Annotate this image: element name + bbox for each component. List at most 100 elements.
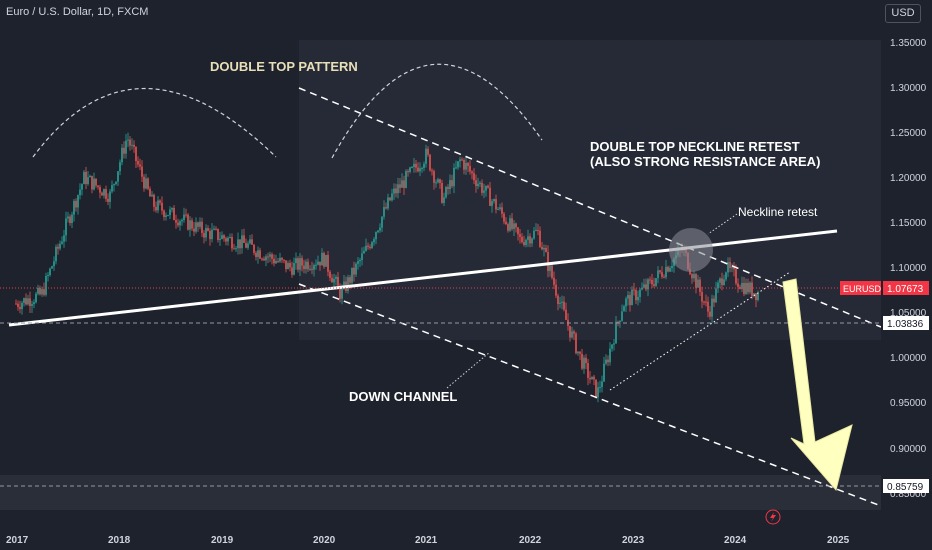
- time-tick: 2021: [415, 535, 438, 546]
- candle-body: [739, 286, 741, 289]
- candle-body: [553, 277, 555, 285]
- candle-body: [629, 295, 631, 306]
- candle-body: [131, 144, 133, 146]
- candle-body: [101, 192, 103, 196]
- candle-body: [119, 162, 121, 172]
- candle-body: [563, 301, 565, 310]
- candle-body: [163, 210, 165, 218]
- candle-body: [297, 258, 299, 270]
- candle-body: [121, 147, 123, 163]
- candle-body: [47, 275, 49, 277]
- support-zone: [0, 475, 881, 510]
- candle-body: [735, 269, 737, 284]
- candle-body: [715, 288, 717, 303]
- candle-body: [583, 357, 585, 369]
- candle-body: [343, 281, 345, 289]
- candle-body: [305, 261, 307, 270]
- candle-body: [369, 246, 371, 248]
- candle-body: [533, 230, 535, 239]
- candle-body: [531, 238, 533, 244]
- candle-body: [447, 187, 449, 190]
- candle-body: [133, 144, 135, 147]
- candle-body: [109, 191, 111, 202]
- candle-body: [443, 197, 445, 203]
- price-tick: 1.00000: [890, 353, 927, 364]
- currency-button[interactable]: USD: [885, 4, 921, 23]
- candle-body: [445, 187, 447, 198]
- candle-body: [517, 227, 519, 235]
- candle-body: [511, 218, 513, 229]
- candle-body: [87, 177, 89, 185]
- candle-body: [711, 298, 713, 317]
- candle-body: [593, 376, 595, 380]
- time-tick: 2025: [827, 535, 850, 546]
- candle-body: [623, 306, 625, 312]
- candle-body: [731, 267, 733, 269]
- candle-body: [479, 182, 481, 184]
- candle-body: [201, 221, 203, 233]
- candle-body: [489, 187, 491, 206]
- candle-body: [523, 242, 525, 246]
- candle-body: [463, 159, 465, 170]
- candle-body: [541, 246, 543, 250]
- candle-body: [179, 221, 181, 226]
- candle-body: [25, 298, 27, 305]
- candle-body: [573, 331, 575, 334]
- candle-body: [287, 263, 289, 270]
- candle-body: [543, 247, 545, 250]
- candle-body: [741, 282, 743, 289]
- candle-body: [81, 184, 83, 190]
- candle-body: [549, 265, 551, 271]
- candle-body: [309, 268, 311, 270]
- candle-body: [501, 207, 503, 214]
- candle-body: [545, 247, 547, 253]
- candle-body: [231, 237, 233, 249]
- candle-body: [357, 261, 359, 264]
- time-axis[interactable]: [0, 528, 881, 550]
- candle-body: [161, 202, 163, 211]
- candle-body: [219, 238, 221, 240]
- candle-body: [633, 289, 635, 291]
- candle-body: [639, 289, 641, 297]
- candle-body: [331, 277, 333, 283]
- candle-body: [45, 276, 47, 295]
- candle-body: [451, 180, 453, 187]
- candle-body: [667, 266, 669, 272]
- candle-body: [319, 261, 321, 266]
- candle-body: [631, 289, 633, 306]
- candle-body: [255, 252, 257, 257]
- candle-body: [33, 302, 35, 305]
- candle-body: [601, 381, 603, 388]
- candle-body: [347, 277, 349, 291]
- level-badge-1-text: 1.03836: [887, 319, 924, 330]
- candle-body: [173, 207, 175, 221]
- candle-body: [449, 180, 451, 190]
- double-top-label: DOUBLE TOP PATTERN: [210, 59, 358, 74]
- time-tick: 2022: [519, 535, 542, 546]
- candle-body: [415, 163, 417, 168]
- candle-body: [659, 270, 661, 273]
- candle-body: [625, 298, 627, 307]
- candle-body: [503, 213, 505, 222]
- candle-body: [611, 344, 613, 349]
- candle-body: [471, 171, 473, 174]
- channel-upper-line[interactable]: [298, 87, 882, 328]
- time-tick: 2019: [211, 535, 234, 546]
- channel-lower-line[interactable]: [298, 283, 882, 507]
- flash-icon[interactable]: [765, 509, 781, 525]
- price-axis[interactable]: [881, 0, 932, 550]
- symbol-badge: [840, 281, 881, 295]
- candle-body: [41, 289, 43, 295]
- candle-body: [221, 235, 223, 239]
- candle-body: [557, 295, 559, 304]
- candle-body: [53, 261, 55, 267]
- candle-body: [349, 277, 351, 283]
- candle-body: [577, 351, 579, 354]
- price-tick: 1.05000: [890, 308, 927, 319]
- candle-body: [651, 279, 653, 285]
- candle-body: [267, 256, 269, 258]
- candle-body: [381, 216, 383, 228]
- candle-body: [745, 282, 747, 294]
